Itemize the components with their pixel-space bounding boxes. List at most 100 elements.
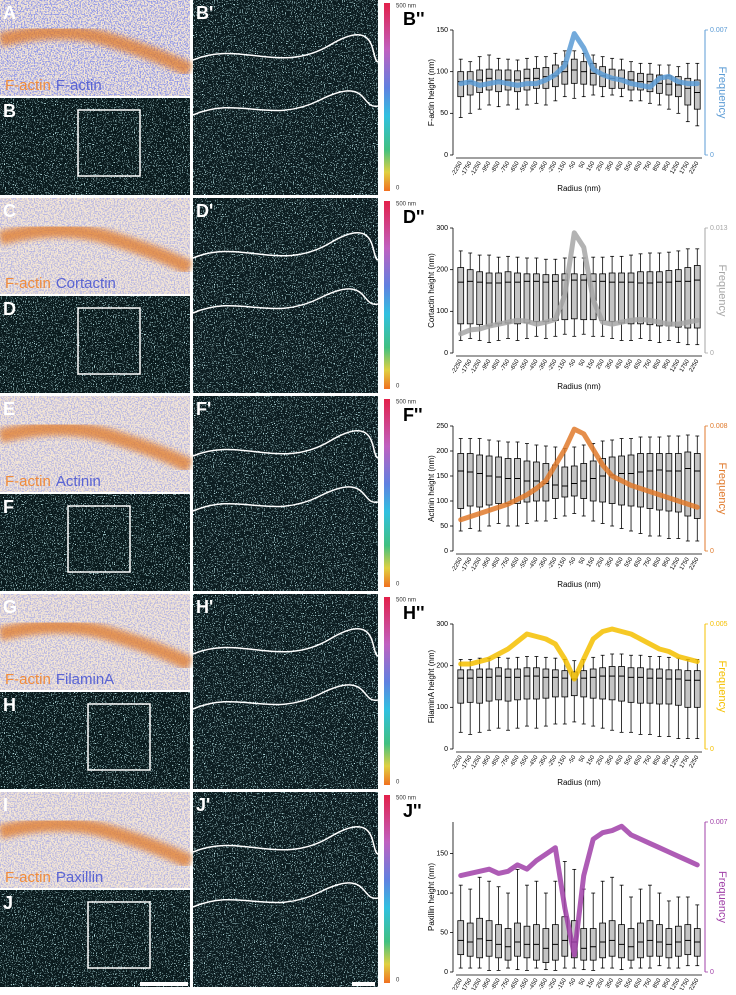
zoom-texture [193, 594, 378, 789]
color-bar-min: 0 [396, 780, 400, 786]
y2-tick-label: 0 [710, 969, 714, 976]
x-tick-label: -550 [519, 160, 531, 174]
x-tick-label: -50 [568, 556, 578, 567]
x-tick-label: -150 [557, 754, 569, 768]
x-tick-label: 50 [578, 358, 587, 367]
outline [192, 288, 379, 314]
stain-texture [0, 198, 190, 294]
box [514, 668, 521, 701]
box [514, 272, 521, 325]
box [476, 69, 483, 93]
zoom-box [67, 505, 131, 573]
y-axis-title: Actinin height (nm) [427, 455, 436, 522]
box [504, 271, 512, 324]
x-tick-label: 650 [633, 977, 644, 989]
box [618, 666, 625, 702]
x-tick-label: 750 [643, 160, 654, 172]
box [561, 670, 569, 698]
box [627, 928, 635, 961]
x-tick-label: -350 [538, 358, 550, 372]
stain-1: F-actin [5, 473, 51, 490]
y-tick-label: 0 [444, 350, 448, 357]
box [514, 458, 521, 504]
panel-label: J'' [403, 801, 422, 821]
box [646, 668, 654, 704]
x-tick-label: -550 [519, 358, 531, 372]
x-tick-label: -50 [568, 160, 578, 171]
y-tick-label: 0 [444, 548, 448, 555]
box [457, 669, 465, 704]
x-tick-label: -550 [519, 556, 531, 570]
x-tick-label: -550 [519, 977, 531, 990]
box [570, 465, 578, 497]
box [693, 670, 701, 708]
box [476, 454, 483, 508]
panel-label: D' [196, 201, 213, 221]
x-axis-title: Radius (nm) [557, 184, 601, 193]
x-tick-label: -450 [528, 160, 540, 174]
box [542, 928, 550, 963]
stain-2: F-actin [56, 77, 102, 94]
panel-label: H'' [403, 603, 425, 623]
x-tick-label: 650 [633, 160, 644, 172]
zoom-box [87, 703, 151, 771]
box [656, 668, 663, 705]
box [457, 267, 465, 325]
box [589, 460, 597, 502]
y-tick-label: 200 [436, 663, 448, 670]
x-tick-label: 750 [643, 754, 654, 766]
storm-texture [0, 98, 190, 195]
y-tick-label: 100 [436, 69, 448, 76]
y2-tick-label: 0.013 [710, 225, 728, 232]
actin-band [0, 619, 194, 671]
x-tick-label: 350 [605, 160, 616, 172]
box [665, 453, 673, 512]
stain-1: F-actin [5, 77, 51, 94]
panel-label: E [3, 399, 15, 419]
box [523, 68, 531, 91]
x-tick-label: -850 [490, 977, 502, 990]
x-tick-label: -250 [547, 160, 559, 174]
box [523, 925, 531, 959]
box [476, 271, 483, 326]
x-tick-label: 650 [633, 358, 644, 370]
storm-texture [0, 692, 190, 789]
zoom-box [87, 901, 151, 969]
actin-band [0, 817, 194, 869]
color-bar [384, 3, 390, 191]
y-tick-label: 300 [436, 621, 448, 628]
frequency-line [458, 230, 700, 337]
x-tick-label: 150 [586, 160, 597, 172]
y-tick-label: 50 [440, 929, 448, 936]
box [637, 271, 644, 325]
frequency-line [458, 426, 700, 523]
y2-tick-label: 0 [710, 746, 714, 753]
y-tick-label: 100 [436, 890, 448, 897]
box [656, 453, 663, 511]
box [580, 274, 588, 321]
x-tick-label: 950 [662, 160, 673, 172]
x-tick-label: 2250 [688, 977, 700, 990]
frequency-line [458, 823, 700, 958]
x-tick-label: -950 [481, 754, 493, 768]
stain-2: Paxillin [56, 869, 104, 886]
actin-band [0, 421, 194, 473]
box [684, 670, 692, 708]
x-axis-title: Radius (nm) [557, 778, 601, 787]
box [665, 928, 673, 959]
panel-label: F' [196, 399, 211, 419]
panel-label: I [3, 795, 8, 815]
x-tick-label: 450 [614, 358, 625, 370]
x-tick-label: -450 [528, 977, 540, 990]
x-tick-label: 950 [662, 556, 673, 568]
box [542, 668, 550, 699]
box [485, 455, 493, 506]
box [504, 668, 512, 702]
color-bar-min: 0 [396, 582, 400, 588]
box [514, 70, 521, 93]
y-tick-label: 250 [436, 423, 448, 430]
box [675, 925, 682, 957]
y2-axis-title: Frequency [716, 67, 728, 119]
x-tick-label: 450 [614, 977, 625, 989]
x-tick-label: 50 [578, 977, 587, 986]
